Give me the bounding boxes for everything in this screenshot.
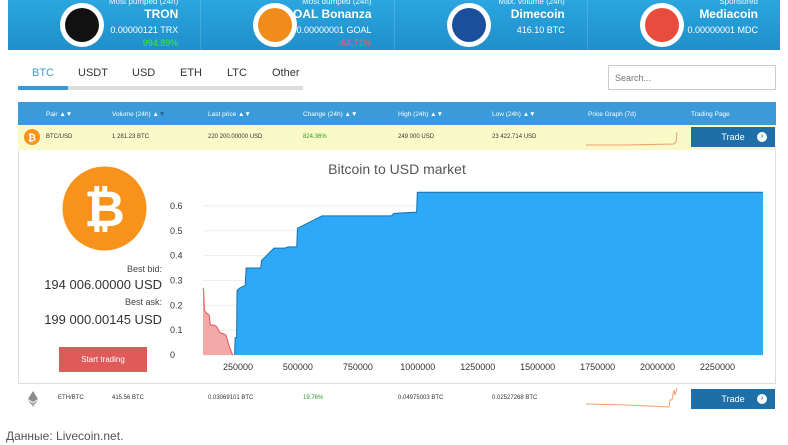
chevron-right-icon: › xyxy=(757,394,767,404)
table-row[interactable]: ₿ BTC/USD 1 281.23 BTC 220 200.00000 USD… xyxy=(18,125,776,150)
currency-tabs: BTC USDT USD ETH LTC Other xyxy=(18,62,303,90)
pair: BTC/USD xyxy=(46,134,73,140)
volume: 1 281.23 BTC xyxy=(112,134,150,140)
depth-chart: Bitcoin to USD market 0 0.1 0.2 0.3 0.4 0.5 0.6… xyxy=(170,161,764,372)
banner-coin-name: TRON xyxy=(144,7,179,21)
banner-price: 0.00000001 GOAL xyxy=(296,25,372,35)
change: 19.76% xyxy=(303,395,324,401)
low: 23 422.714 USD xyxy=(492,134,537,140)
header-low[interactable]: Low (24h) ▲▼ xyxy=(492,111,536,118)
header-high[interactable]: High (24h) ▲▼ xyxy=(398,111,444,118)
bid-line xyxy=(202,287,234,356)
change: 824.36% xyxy=(303,134,327,140)
x-tick-label: 2000000 xyxy=(640,362,675,372)
table-row[interactable]: ETH/BTC 415.56 BTC 0.03069101 BTC 19.76%… xyxy=(18,386,776,411)
tron-logo-icon xyxy=(60,3,104,47)
banner-price: 0.00000121 TRX xyxy=(110,25,179,35)
header-trading-page: Trading Page xyxy=(691,111,730,118)
top-banner: Most pumped (24h) TRON 0.00000121 TRX 99… xyxy=(8,0,780,50)
y-tick-label: 0.4 xyxy=(170,251,183,261)
y-tick-label: 0.3 xyxy=(170,275,183,285)
pair: ETH/BTC xyxy=(58,395,84,401)
banner-caption: Most dumped (24h) xyxy=(302,0,372,6)
tab-btc[interactable]: BTC xyxy=(32,67,54,79)
bitcoin-icon: ₿ xyxy=(24,129,40,145)
best-ask-label: Best ask: xyxy=(124,297,162,307)
volume: 415.56 BTC xyxy=(112,395,145,401)
banner-price: 416.10 BTC xyxy=(516,25,565,35)
banner-price: 0.00000001 MDC xyxy=(687,25,758,35)
banner-item[interactable]: Most pumped (24h) TRON 0.00000121 TRX 99… xyxy=(8,0,202,50)
banner-change: 994.89% xyxy=(142,38,179,48)
price-sparkline xyxy=(586,387,678,408)
banner-caption: Most pumped (24h) xyxy=(108,0,179,6)
best-bid-value: 194 006.00000 USD xyxy=(44,277,162,292)
x-tick-label: 750000 xyxy=(343,362,373,372)
price-sparkline xyxy=(586,131,678,146)
banner-change: -64.71% xyxy=(337,38,372,48)
tab-eth[interactable]: ETH xyxy=(180,67,202,79)
best-bid-label: Best bid: xyxy=(126,264,162,274)
ethereum-icon xyxy=(28,391,38,407)
banner-coin-name: GOAL Bonanza xyxy=(283,7,372,21)
tab-other[interactable]: Other xyxy=(272,67,300,79)
banner-item[interactable]: Sponsored Mediacoin 0.00000001 MDC xyxy=(588,0,780,50)
banner-item[interactable]: Max. volume (24h) Dimecoin 416.10 BTC xyxy=(395,0,588,50)
header-volume[interactable]: Volume (24h) ▲▼ xyxy=(112,111,166,118)
chevron-right-icon: › xyxy=(757,132,767,142)
banner-coin-name: Mediacoin xyxy=(699,7,758,21)
high: 0.04975003 BTC xyxy=(398,395,444,401)
start-trading-button[interactable]: Start trading xyxy=(59,347,147,372)
low: 0.02527268 BTC xyxy=(492,395,538,401)
best-ask-value: 199 000.00145 USD xyxy=(44,312,162,327)
tab-usd[interactable]: USD xyxy=(132,67,156,79)
mediacoin-logo-icon xyxy=(639,3,684,47)
x-tick-label: 1250000 xyxy=(460,362,495,372)
search-input[interactable] xyxy=(608,65,776,90)
y-tick-label: 0.5 xyxy=(170,226,183,236)
x-tick-label: 500000 xyxy=(283,362,313,372)
bitcoin-logo: ₿ xyxy=(62,166,147,251)
banner-coin-name: Dimecoin xyxy=(510,7,565,21)
chart-title: Bitcoin to USD market xyxy=(328,161,466,177)
banner-caption: Sponsored xyxy=(719,0,758,6)
trade-button[interactable]: Trade › xyxy=(691,127,775,147)
data-source-footer: Данные: Livecoin.net. xyxy=(6,429,124,443)
active-tab-indicator xyxy=(18,86,68,90)
y-tick-label: 0 xyxy=(170,350,175,360)
x-tick-label: 1750000 xyxy=(580,362,615,372)
table-header: Pair ▲▼ Volume (24h) ▲▼ Last price ▲▼ Ch… xyxy=(18,102,776,126)
svg-text:₿: ₿ xyxy=(28,132,36,144)
svg-text:₿: ₿ xyxy=(84,180,125,238)
tab-usdt[interactable]: USDT xyxy=(78,67,108,79)
bid-area xyxy=(203,287,233,355)
x-tick-label: 250000 xyxy=(223,362,253,372)
header-price-graph: Price Graph (7d) xyxy=(588,111,637,118)
banner-caption: Max. volume (24h) xyxy=(498,0,565,6)
x-tick-label: 1000000 xyxy=(400,362,435,372)
y-tick-label: 0.2 xyxy=(170,300,183,310)
trade-button[interactable]: Trade › xyxy=(691,389,775,409)
dimecoin-logo-icon xyxy=(446,3,491,47)
last-price: 220 200.00000 USD xyxy=(208,134,263,140)
tab-ltc[interactable]: LTC xyxy=(227,67,247,79)
last-price: 0.03069101 BTC xyxy=(208,395,254,401)
x-tick-label: 2250000 xyxy=(700,362,735,372)
banner-item[interactable]: Most dumped (24h) GOAL Bonanza 0.0000000… xyxy=(201,0,395,50)
high: 249 000 USD xyxy=(398,134,435,140)
ask-line xyxy=(234,191,763,356)
y-tick-label: 0.6 xyxy=(170,201,183,211)
y-tick-label: 0.1 xyxy=(170,325,183,335)
goal-logo-icon xyxy=(253,3,298,47)
header-last-price[interactable]: Last price ▲▼ xyxy=(208,111,251,118)
x-tick-label: 1500000 xyxy=(520,362,555,372)
ask-area xyxy=(234,192,764,355)
header-change[interactable]: Change (24h) ▲▼ xyxy=(303,111,358,118)
header-pair[interactable]: Pair ▲▼ xyxy=(46,111,73,118)
